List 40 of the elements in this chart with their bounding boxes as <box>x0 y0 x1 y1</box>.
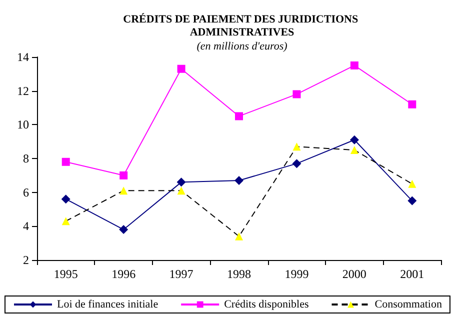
point <box>350 61 358 70</box>
x-tick-label: 1998 <box>227 267 251 281</box>
y-tick-label: 4 <box>23 219 29 234</box>
point <box>62 158 70 166</box>
legend-label: Consommation <box>374 298 442 310</box>
y-tick-label: 14 <box>17 50 29 64</box>
y-tick-label: 12 <box>17 84 29 98</box>
legend-label: Crédits disponibles <box>224 298 309 310</box>
point <box>235 232 243 240</box>
point <box>292 142 301 151</box>
x-tick-label: 1995 <box>54 267 78 281</box>
chart-title: CRÉDITS DE PAIEMENT DES JURIDICTIONS ADMINISTRATIVES <box>123 12 361 38</box>
y-tick-label: 8 <box>23 152 29 166</box>
point <box>177 186 186 195</box>
x-tick-label: 2001 <box>400 267 424 281</box>
point <box>119 225 128 234</box>
point <box>62 217 70 226</box>
x-tick-label: 1996 <box>112 267 136 281</box>
y-tick-label: 6 <box>23 185 29 200</box>
chart-subtitle: (en millions d'euros) <box>196 40 288 52</box>
point <box>176 178 186 187</box>
point <box>408 180 416 188</box>
point <box>235 112 243 120</box>
point <box>177 64 186 73</box>
point <box>408 100 416 108</box>
point <box>292 159 302 168</box>
y-tick-label: 2 <box>23 253 29 267</box>
x-tick-label: 1999 <box>284 267 309 281</box>
point <box>350 146 358 154</box>
point <box>234 176 244 185</box>
x-tick-label: 2000 <box>342 267 366 281</box>
point <box>408 196 417 206</box>
point <box>292 90 301 98</box>
point <box>120 171 128 180</box>
point <box>120 186 128 195</box>
point <box>61 194 70 204</box>
point <box>350 135 359 144</box>
y-tick-label: 10 <box>17 118 29 132</box>
x-tick-label: 1997 <box>169 267 194 281</box>
legend-label: Loi de finances initiale <box>57 298 158 310</box>
